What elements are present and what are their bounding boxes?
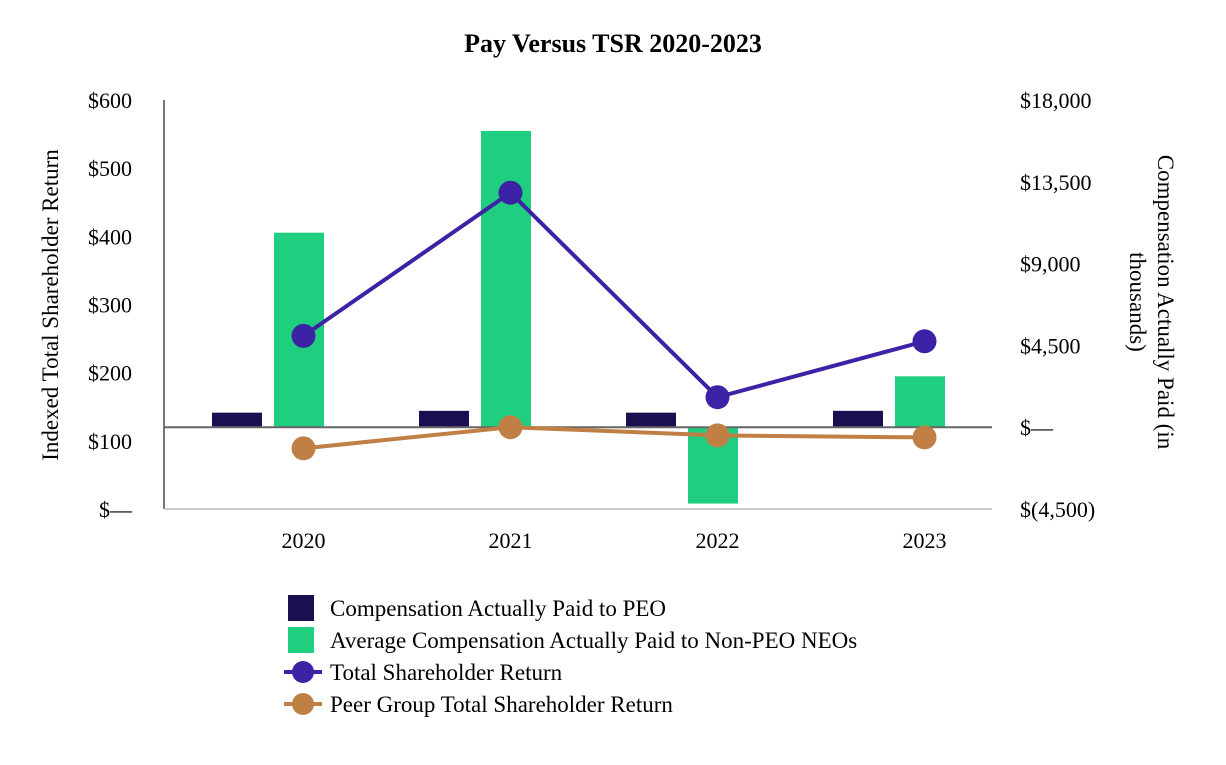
tsr-point-2020 — [291, 323, 316, 348]
bar-peo-2020 — [212, 412, 262, 428]
legend-marker — [292, 661, 314, 683]
peer-tsr-point-2022 — [705, 423, 730, 448]
left-tick-label: $600 — [88, 88, 132, 113]
x-tick-label: 2020 — [282, 528, 326, 553]
bar-peo-2023 — [833, 410, 883, 428]
legend-label: Total Shareholder Return — [330, 660, 563, 685]
left-axis-ticks: $— $100 $200 $300 $400 $500 $600 — [88, 88, 133, 522]
x-tick-label: 2021 — [489, 528, 533, 553]
chart-title: Pay Versus TSR 2020-2023 — [464, 29, 762, 58]
left-tick-label: $400 — [88, 224, 132, 249]
x-axis-ticks: 2020 2021 2022 2023 — [282, 528, 947, 553]
bar-peo-2021 — [419, 410, 469, 428]
peer-tsr-point-2021 — [498, 415, 523, 440]
left-tick-label: $300 — [88, 293, 132, 318]
left-tick-label: $— — [99, 497, 133, 522]
legend-marker — [292, 693, 314, 715]
bar-non-peo-2023 — [895, 376, 945, 428]
legend-swatch — [288, 595, 314, 621]
peer-tsr-point-2020 — [291, 436, 316, 461]
right-tick-label: $18,000 — [1020, 88, 1092, 113]
x-tick-label: 2023 — [903, 528, 947, 553]
right-axis-title-line2: thousands) — [1125, 252, 1150, 352]
legend-swatch — [288, 627, 314, 653]
tsr-line — [302, 190, 926, 400]
bar-peo-2022 — [626, 412, 676, 428]
bar-non-peo-2021 — [481, 130, 531, 428]
right-axis-title: Compensation Actually Paid (in thousands… — [1125, 155, 1178, 450]
left-tick-label: $500 — [88, 156, 132, 181]
tsr-point-2022 — [705, 385, 730, 410]
left-axis-title: Indexed Total Shareholder Return — [38, 149, 63, 461]
right-tick-label: $4,500 — [1020, 333, 1081, 358]
peer-tsr-line — [303, 425, 925, 451]
legend: Compensation Actually Paid to PEO Average… — [284, 595, 857, 717]
tsr-point-2023 — [912, 329, 937, 354]
right-axis-ticks: $(4,500) $— $4,500 $9,000 $13,500 $18,000 — [1020, 88, 1095, 522]
right-tick-label: $13,500 — [1020, 170, 1092, 195]
peer-tsr-point-2023 — [912, 425, 937, 450]
left-tick-label: $200 — [88, 361, 132, 386]
legend-label: Compensation Actually Paid to PEO — [330, 596, 666, 621]
right-tick-label: $9,000 — [1020, 252, 1081, 277]
right-axis-title-line1: Compensation Actually Paid (in — [1153, 155, 1178, 450]
right-tick-label: $(4,500) — [1020, 497, 1095, 522]
right-tick-label: $— — [1020, 415, 1054, 440]
legend-label: Peer Group Total Shareholder Return — [330, 692, 673, 717]
line-marks — [291, 180, 937, 461]
legend-label: Average Compensation Actually Paid to No… — [330, 628, 857, 653]
x-tick-label: 2022 — [696, 528, 740, 553]
tsr-point-2021 — [498, 180, 523, 205]
left-tick-label: $100 — [88, 429, 132, 454]
